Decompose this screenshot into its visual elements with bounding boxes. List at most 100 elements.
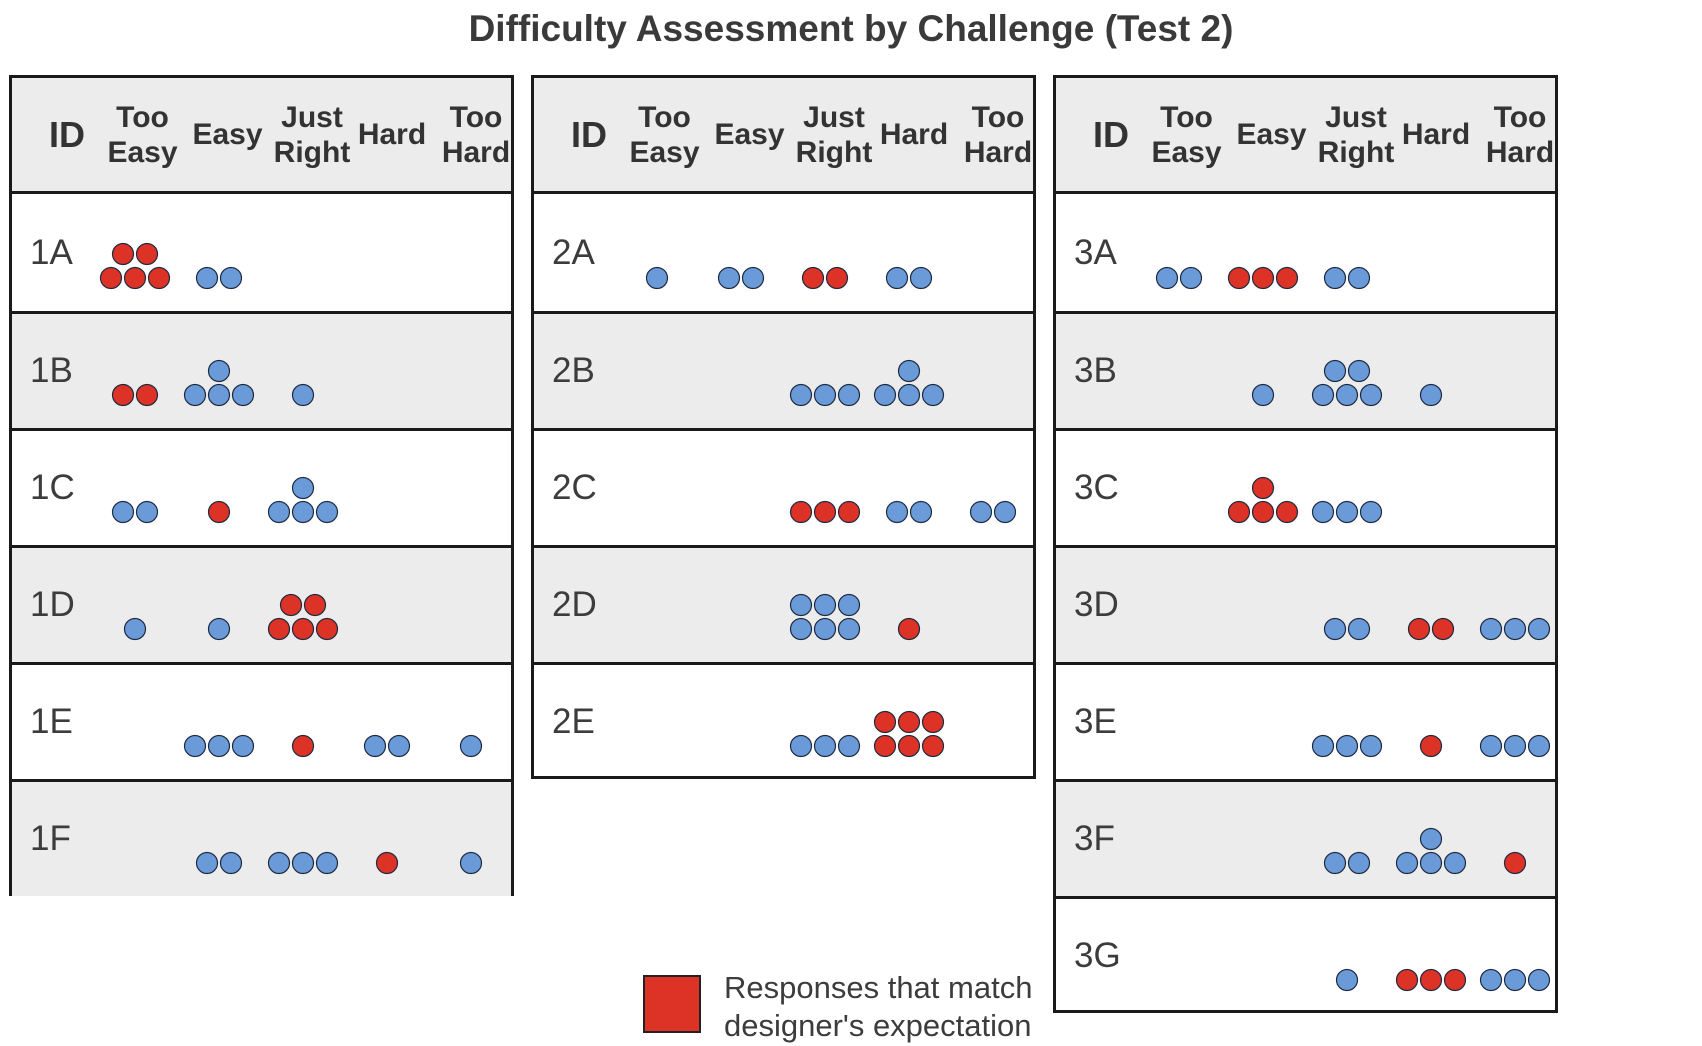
row-id: 1E — [30, 702, 73, 741]
matching-response-dot — [147, 266, 171, 290]
response-dot — [1359, 500, 1383, 524]
row-id: 3A — [1074, 232, 1117, 272]
row-id: 1A — [30, 232, 73, 272]
response-dot — [813, 617, 837, 641]
row-id: 3G — [1074, 936, 1121, 975]
response-dot — [1335, 500, 1359, 524]
response-dot — [969, 500, 993, 524]
chart-title: Difficulty Assessment by Challenge (Test… — [468, 8, 1234, 49]
row-id: 3E — [1074, 702, 1117, 741]
table-row: 1D — [12, 545, 511, 662]
matching-response-dot — [291, 734, 315, 758]
table-row: 3E — [1056, 662, 1555, 779]
response-dot — [1335, 968, 1359, 992]
response-dot — [459, 851, 483, 875]
response-dot — [1347, 617, 1371, 641]
table-row: 3C — [1056, 428, 1555, 545]
response-dot — [885, 266, 909, 290]
row-dots — [111, 359, 315, 407]
matching-response-dot — [873, 734, 897, 758]
table-panel: ID Too Easy Easy Just Right Hard Too Hard 2A 2B… — [531, 75, 1036, 779]
response-dot — [1311, 734, 1335, 758]
table-row: 2B — [534, 311, 1033, 428]
table-row: 2D — [534, 545, 1033, 662]
response-dot — [789, 593, 813, 617]
table-row: 1F — [12, 779, 511, 896]
matching-response-dot — [873, 710, 897, 734]
row-id: 3B — [1074, 351, 1117, 390]
row-id: 1F — [30, 819, 71, 858]
row-id: 3C — [1074, 468, 1119, 507]
response-dot — [837, 383, 861, 407]
response-dot — [1323, 359, 1347, 383]
matching-response-dot — [375, 851, 399, 875]
table-row: 2C — [534, 428, 1033, 545]
response-dot — [291, 851, 315, 875]
row-dots — [789, 359, 945, 407]
response-dot — [231, 734, 255, 758]
header-level: Easy — [1236, 118, 1307, 151]
matching-response-dot — [291, 617, 315, 641]
matching-response-dot — [1419, 734, 1443, 758]
legend-swatch — [643, 975, 701, 1033]
response-dot — [207, 383, 231, 407]
response-dot — [231, 383, 255, 407]
matching-response-dot — [111, 242, 135, 266]
response-dot — [1479, 617, 1503, 641]
response-dot — [1527, 617, 1551, 641]
response-dot — [459, 734, 483, 758]
row-id: 1C — [30, 468, 75, 507]
row-dots — [183, 734, 483, 758]
matching-response-dot — [303, 593, 327, 617]
response-dot — [207, 734, 231, 758]
response-dot — [897, 383, 921, 407]
response-dot — [1251, 383, 1275, 407]
header-level: Easy — [714, 118, 785, 151]
row-id: 3D — [1074, 585, 1119, 624]
response-dot — [1503, 734, 1527, 758]
matching-response-dot — [801, 266, 825, 290]
response-dot — [1347, 266, 1371, 290]
response-dot — [1323, 266, 1347, 290]
row-dots — [789, 500, 1017, 524]
response-dot — [219, 851, 243, 875]
row-dots — [195, 851, 483, 875]
response-dot — [1347, 851, 1371, 875]
response-dot — [1359, 734, 1383, 758]
matching-response-dot — [813, 500, 837, 524]
matching-response-dot — [897, 617, 921, 641]
row-dots — [1251, 359, 1443, 407]
response-dot — [1359, 383, 1383, 407]
response-dot — [1419, 827, 1443, 851]
response-dot — [1311, 383, 1335, 407]
header-id: ID — [49, 114, 85, 155]
matching-response-dot — [1275, 266, 1299, 290]
matching-response-dot — [837, 500, 861, 524]
row-dots — [789, 593, 921, 641]
header-level: Just Right — [795, 100, 873, 169]
matching-response-dot — [1503, 851, 1527, 875]
response-dot — [717, 266, 741, 290]
row-id: 2B — [552, 351, 595, 390]
matching-response-dot — [1419, 968, 1443, 992]
row-id: 1B — [30, 351, 73, 390]
table-row: 3F — [1056, 779, 1555, 896]
response-dot — [1335, 734, 1359, 758]
matching-response-dot — [135, 383, 159, 407]
matching-response-dot — [123, 266, 147, 290]
table-panel: ID Too Easy Easy Just Right Hard Too Hard 1A 1B… — [9, 75, 514, 896]
table-header: ID Too Easy Easy Just Right Hard Too Hard — [1056, 78, 1555, 194]
response-dot — [1179, 266, 1203, 290]
header-level: Hard — [357, 118, 427, 151]
header-level: Too Easy — [629, 100, 700, 169]
response-dot — [1503, 968, 1527, 992]
header-level: Too Easy — [107, 100, 178, 169]
response-dot — [291, 383, 315, 407]
response-dot — [195, 851, 219, 875]
table-header: ID Too Easy Easy Just Right Hard Too Hard — [534, 78, 1033, 194]
response-dot — [873, 383, 897, 407]
row-id: 3F — [1074, 819, 1115, 858]
matching-response-dot — [267, 617, 291, 641]
table-row: 1B — [12, 311, 511, 428]
response-dot — [789, 734, 813, 758]
